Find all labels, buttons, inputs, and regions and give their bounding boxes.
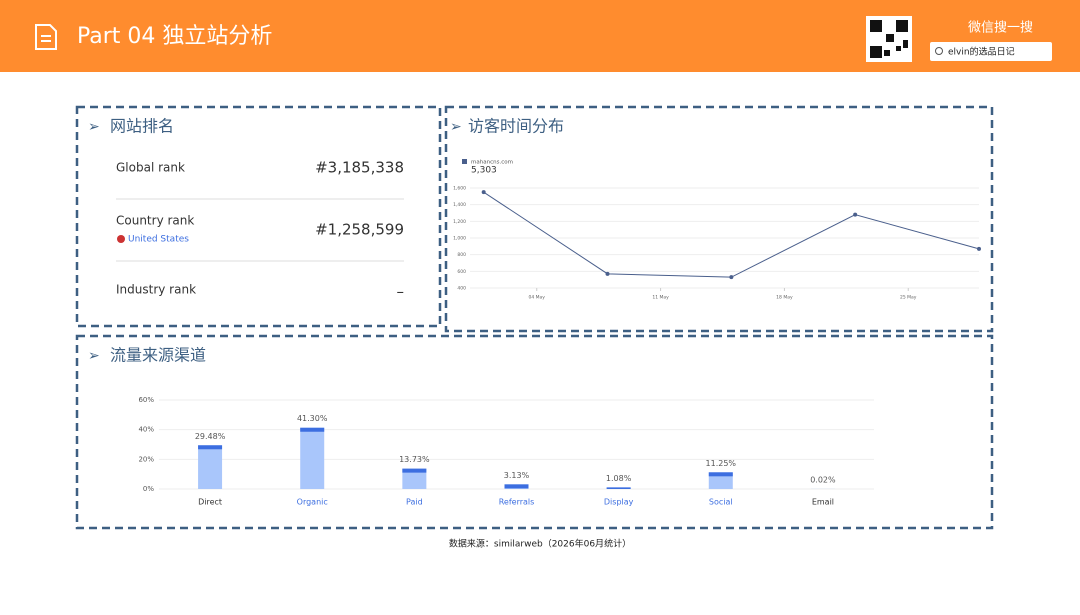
x-tick-label: Paid — [406, 498, 423, 507]
bar-cap — [505, 484, 529, 488]
y-tick-label: 1,200 — [453, 219, 466, 225]
x-tick-label: Organic — [297, 498, 328, 507]
x-tick-label: Social — [709, 498, 733, 507]
value-label: 11.25% — [706, 459, 737, 468]
value-label: 0.02% — [810, 475, 836, 484]
rank-label: Industry rank — [116, 283, 196, 297]
point — [482, 190, 486, 194]
y-tick-label: 1,000 — [453, 236, 466, 242]
y-tick-label: 400 — [457, 286, 466, 292]
y-tick-label: 800 — [457, 252, 466, 258]
point — [729, 275, 733, 279]
rank-label: Country rank — [116, 214, 194, 228]
point — [977, 247, 981, 251]
value-label: 41.30% — [297, 414, 328, 423]
bar-cap — [198, 445, 222, 449]
x-tick-label: 25 May — [900, 295, 917, 301]
panel-title: 流量来源渠道 — [110, 346, 206, 365]
point — [606, 272, 610, 276]
value-label: 1.08% — [606, 474, 632, 483]
x-tick-label: Referrals — [499, 498, 535, 507]
y-tick-label: 1,400 — [453, 202, 466, 208]
bar-cap — [402, 469, 426, 473]
rank-value: #1,258,599 — [315, 221, 404, 239]
rank-value: – — [397, 283, 405, 301]
footer: 数据来源：similarweb（2026年06月统计） — [449, 538, 631, 550]
value-label: 13.73% — [399, 455, 430, 464]
bar — [198, 445, 222, 489]
arrow: ➢ — [450, 119, 462, 135]
y-tick-label: 40% — [138, 426, 154, 434]
value-label: 29.48% — [195, 432, 226, 441]
panel-title: 网站排名 — [110, 117, 174, 136]
point — [853, 213, 857, 217]
x-tick-label: Direct — [198, 498, 222, 507]
rank-label: Global rank — [116, 161, 185, 175]
wechat-label: 微信搜一搜 — [968, 21, 1033, 36]
title: Part 04 独立站分析 — [77, 24, 272, 49]
x-tick-label: 18 May — [776, 295, 793, 301]
bar-cap — [300, 428, 324, 432]
bar-cap — [709, 472, 733, 476]
value-label: 3.13% — [504, 471, 530, 480]
x-tick-label: 11 May — [652, 295, 669, 301]
y-tick-label: 60% — [138, 396, 154, 404]
bar — [300, 428, 324, 489]
country: United States — [128, 235, 189, 245]
x-tick-label: Email — [812, 498, 834, 507]
rank-value: #3,185,338 — [315, 159, 404, 177]
legend-swatch — [462, 159, 467, 164]
x-tick-label: 04 May — [529, 295, 546, 301]
y-tick-label: 1,600 — [453, 186, 466, 192]
arrow: ➢ — [88, 119, 100, 135]
y-tick-label: 0% — [143, 485, 154, 493]
y-tick-label: 600 — [457, 269, 466, 275]
flag — [117, 235, 125, 243]
bar-cap — [607, 487, 631, 489]
search-text: elvin的选品日记 — [948, 46, 1015, 58]
arrow: ➢ — [88, 348, 100, 364]
panel-title: 访客时间分布 — [468, 117, 564, 136]
x-tick-label: Display — [604, 498, 634, 507]
y-tick-label: 20% — [138, 455, 154, 463]
legend-total: 5,303 — [471, 166, 497, 176]
